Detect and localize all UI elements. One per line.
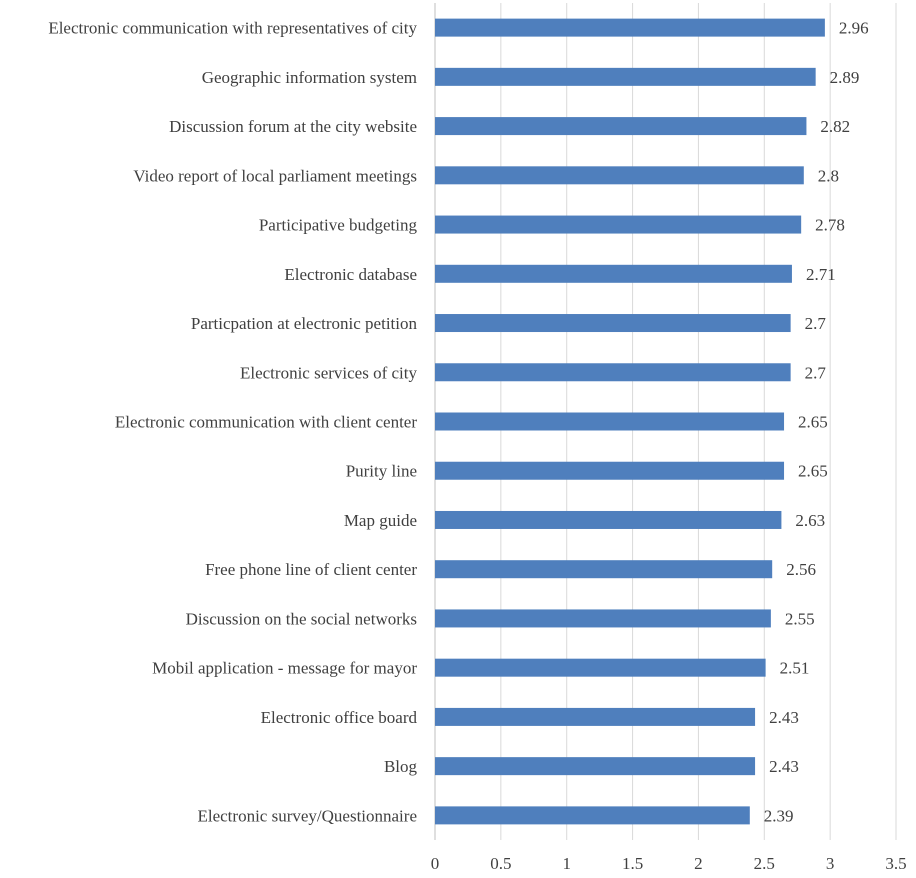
category-label: Blog [384,757,418,776]
data-label: 2.96 [839,19,869,38]
category-label: Electronic office board [261,708,418,727]
bar [435,264,792,283]
bar [435,757,756,776]
bar [435,609,771,628]
bar [435,658,766,677]
category-labels: Electronic communication with representa… [48,19,417,826]
bar [435,560,773,579]
bar [435,18,825,37]
data-label: 2.63 [795,511,825,530]
bars [435,18,825,825]
bar [435,363,791,382]
bar [435,510,782,529]
x-tick-label: 0.5 [490,854,511,873]
data-label: 2.71 [806,265,836,284]
data-label: 2.65 [798,462,828,481]
data-label: 2.82 [820,117,850,136]
x-tick-label: 0 [431,854,440,873]
bar [435,314,791,333]
category-label: Discussion forum at the city website [169,117,417,136]
bar [435,806,750,825]
data-label: 2.51 [780,659,810,678]
bar [435,67,816,86]
data-label: 2.55 [785,609,815,628]
bar [435,707,756,726]
category-label: Video report of local parliament meeting… [133,166,417,185]
category-label: Map guide [344,511,417,530]
x-tick-label: 1 [562,854,571,873]
data-label: 2.65 [798,413,828,432]
data-label: 2.39 [764,806,794,825]
data-label: 2.89 [830,68,860,87]
x-tick-label: 1.5 [622,854,643,873]
data-label: 2.43 [769,757,799,776]
x-tick-label: 2 [694,854,703,873]
category-label: Free phone line of client center [205,560,417,579]
data-label: 2.7 [805,314,827,333]
data-label: 2.43 [769,708,799,727]
category-label: Particpation at electronic petition [191,314,418,333]
bar [435,461,785,480]
x-axis-tick-labels: 0 0.5 1 1.5 2 2.5 3 3.5 [431,854,907,873]
category-label: Electronic services of city [240,363,418,382]
x-tick-label: 2.5 [754,854,775,873]
category-label: Purity line [346,462,417,481]
category-label: Geographic information system [202,68,417,87]
x-tick-label: 3.5 [885,854,906,873]
category-label: Mobil application - message for mayor [152,659,417,678]
category-label: Discussion on the social networks [186,609,417,628]
category-label: Participative budgeting [259,216,418,235]
data-labels: 2.96 2.89 2.82 2.8 2.78 2.71 2.7 2.7 2.65 2.65 2.6… [764,19,869,826]
data-label: 2.56 [786,560,816,579]
category-label: Electronic database [284,265,417,284]
category-label: Electronic communication with client cen… [115,413,417,432]
bar [435,412,785,431]
category-label: Electronic communication with representa… [48,19,417,38]
bar [435,215,802,234]
category-label: Electronic survey/Questionnaire [197,806,417,825]
bar [435,166,804,185]
data-label: 2.7 [805,363,827,382]
x-tick-label: 3 [826,854,835,873]
bar [435,117,807,136]
data-label: 2.8 [818,166,839,185]
data-label: 2.78 [815,216,845,235]
